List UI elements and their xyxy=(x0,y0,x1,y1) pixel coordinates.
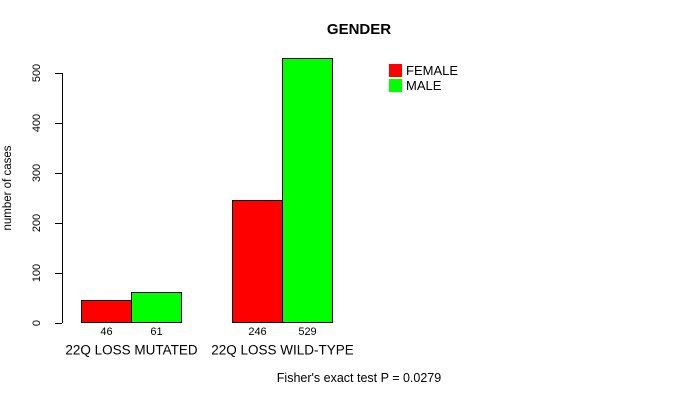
bar-male xyxy=(131,292,182,323)
y-axis-tick-label: 300 xyxy=(31,163,43,183)
y-axis-tick xyxy=(55,173,62,174)
legend-label: FEMALE xyxy=(406,63,459,78)
caption-text: Fisher's exact test P = 0.0279 xyxy=(276,371,442,385)
y-axis-tick-label: 400 xyxy=(31,113,43,133)
category-label: 22Q LOSS MUTATED xyxy=(65,342,198,358)
legend-item: FEMALE xyxy=(389,63,458,78)
legend-swatch-female xyxy=(389,64,402,77)
y-axis-tick xyxy=(55,323,62,324)
category-label: 22Q LOSS WILD-TYPE xyxy=(211,342,354,358)
chart-title: GENDER xyxy=(326,21,392,38)
legend-label: MALE xyxy=(406,78,442,93)
bar-male xyxy=(282,58,333,323)
legend-swatch-male xyxy=(389,79,402,92)
y-axis-tick-label: 0 xyxy=(31,319,43,327)
y-axis-tick-label: 100 xyxy=(31,263,43,283)
y-axis-tick-label: 500 xyxy=(31,63,43,83)
y-axis-tick xyxy=(55,273,62,274)
bar-value-label: 46 xyxy=(100,326,113,338)
y-axis-tick xyxy=(55,73,62,74)
legend: FEMALE MALE xyxy=(389,63,458,93)
legend-item: MALE xyxy=(389,78,458,93)
y-axis-tick xyxy=(55,223,62,224)
y-axis-tick-label: 200 xyxy=(31,213,43,233)
bar-value-label: 61 xyxy=(150,326,163,338)
y-axis-label: number of cases xyxy=(2,145,14,231)
bar-value-label: 246 xyxy=(248,326,267,338)
bar-female xyxy=(81,300,132,323)
bar-female xyxy=(232,200,283,323)
y-axis-tick xyxy=(55,123,62,124)
y-axis xyxy=(62,73,63,323)
bar-value-label: 529 xyxy=(298,326,317,338)
